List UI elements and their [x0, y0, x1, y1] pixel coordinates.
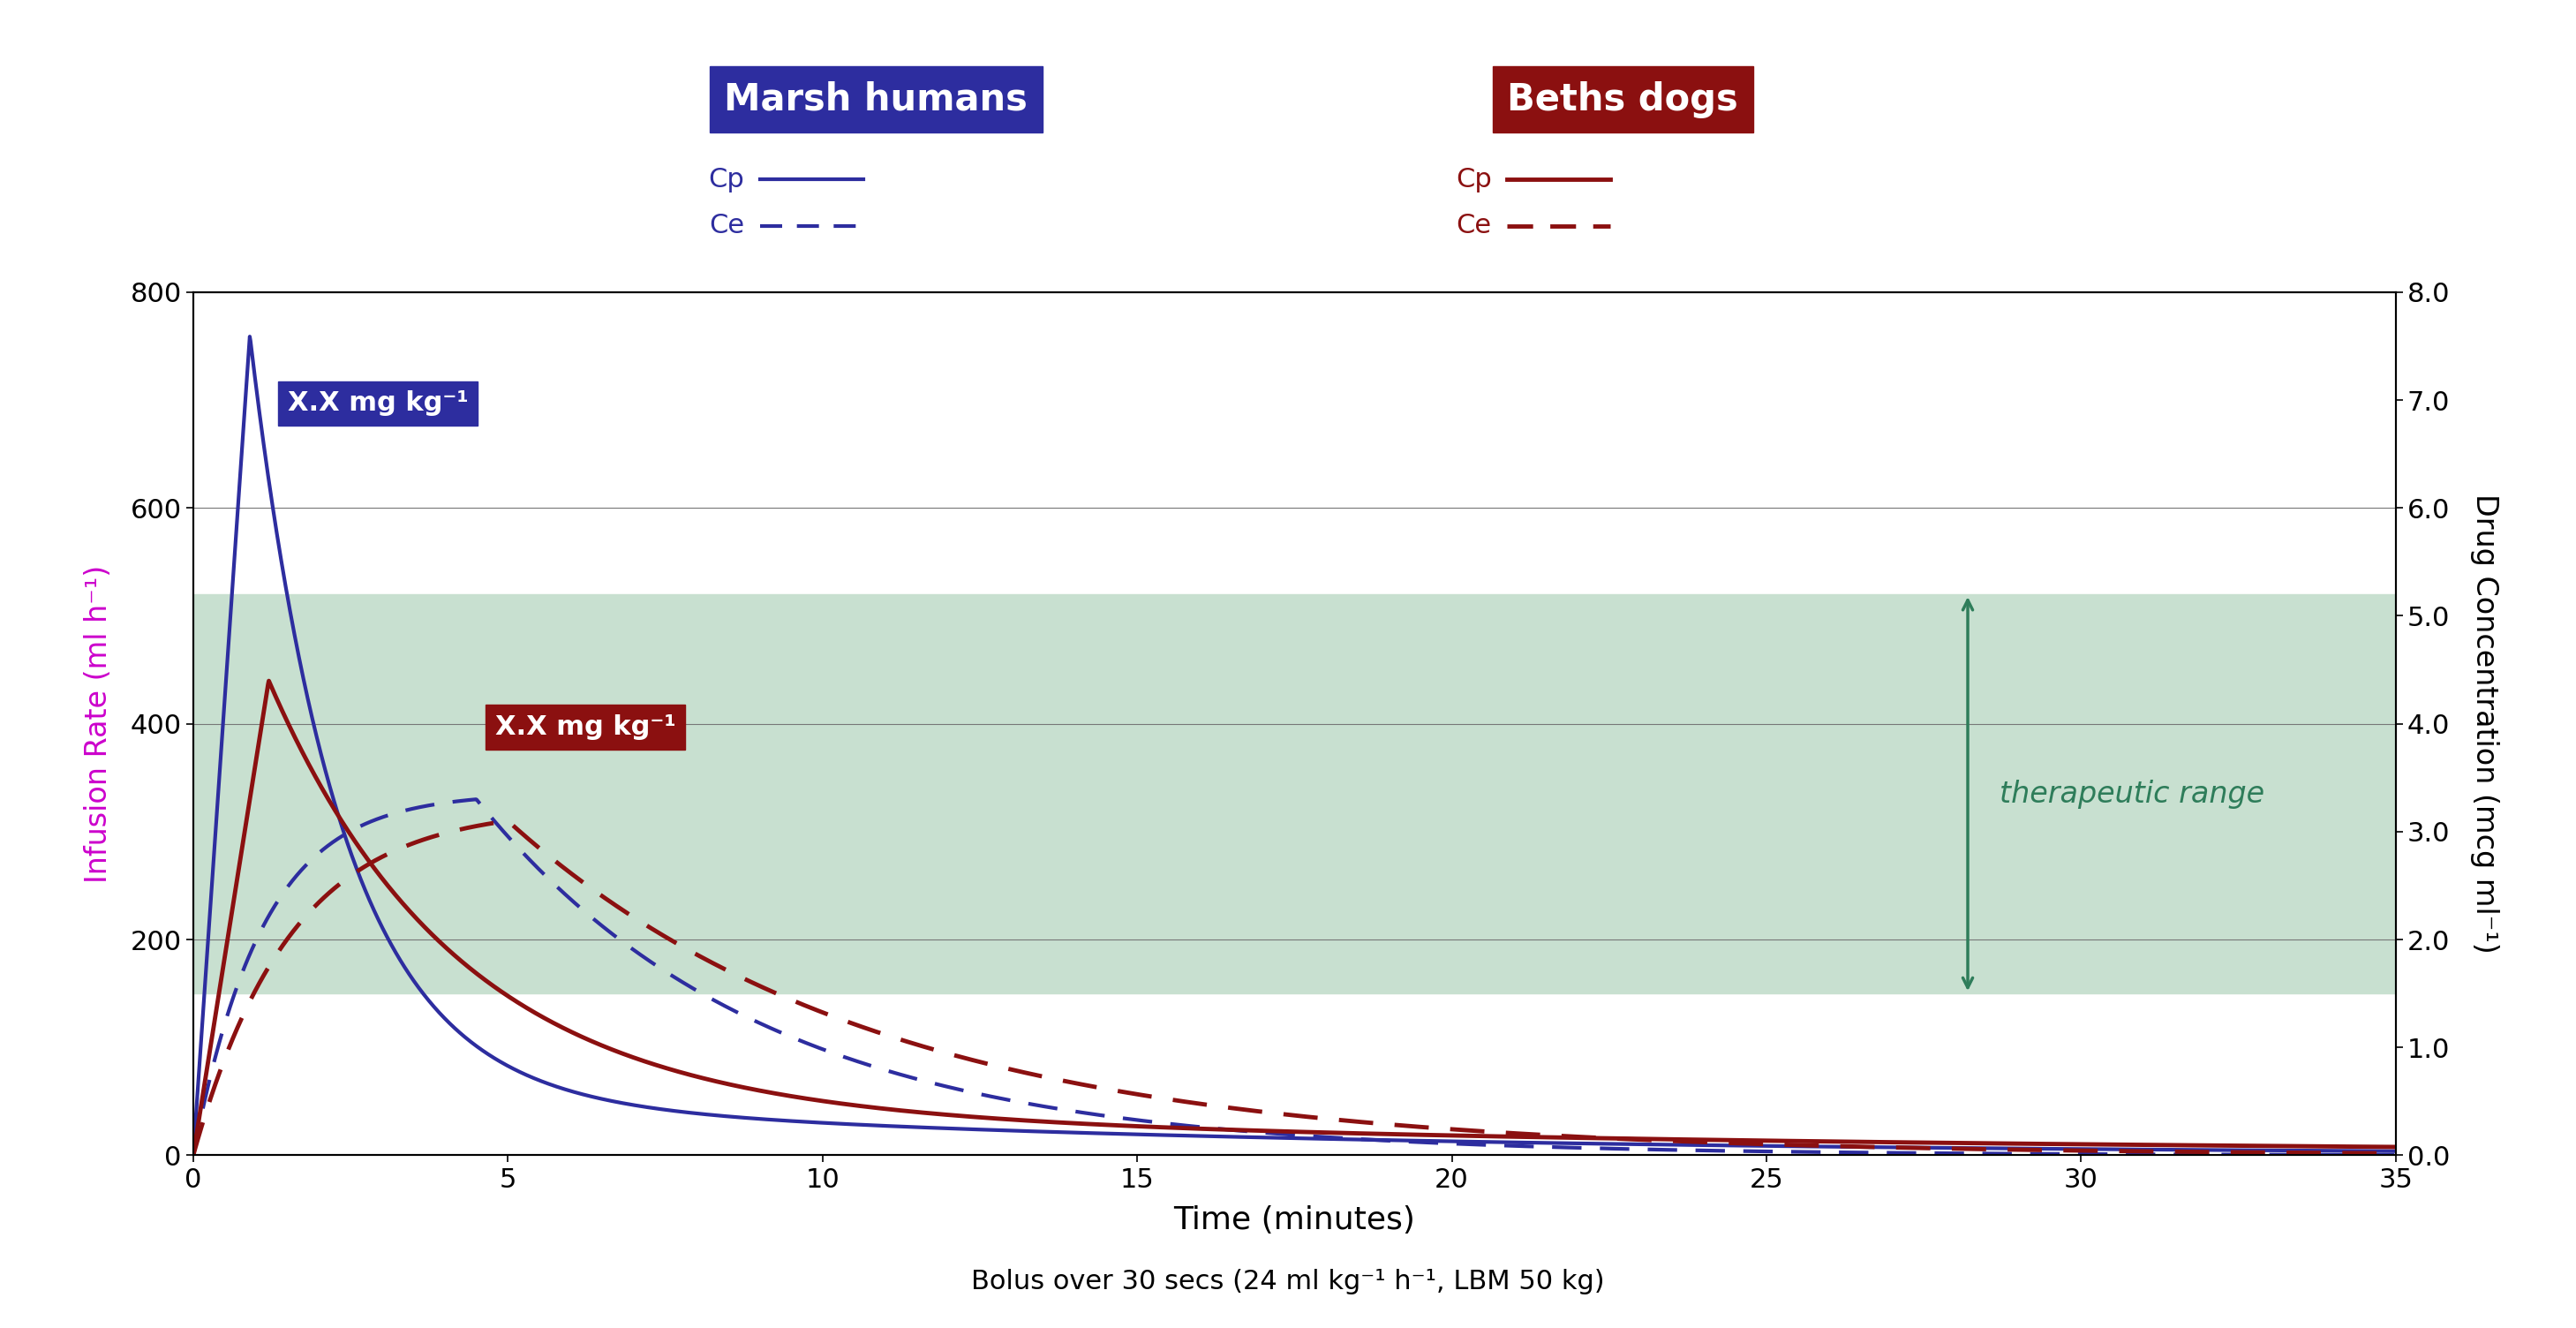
Y-axis label: Infusion Rate (ml h⁻¹): Infusion Rate (ml h⁻¹) [85, 564, 113, 883]
Text: Beths dogs: Beths dogs [1507, 81, 1739, 118]
X-axis label: Time (minutes): Time (minutes) [1175, 1204, 1414, 1235]
Text: Bolus over 30 secs (24 ml kg⁻¹ h⁻¹, LBM 50 kg): Bolus over 30 secs (24 ml kg⁻¹ h⁻¹, LBM … [971, 1270, 1605, 1295]
Text: Marsh humans: Marsh humans [724, 81, 1028, 118]
Y-axis label: Drug Concentration (mcg ml⁻¹): Drug Concentration (mcg ml⁻¹) [2470, 494, 2499, 954]
Bar [193, 594, 2396, 993]
Text: X.X mg kg⁻¹: X.X mg kg⁻¹ [289, 390, 469, 416]
Text: therapeutic range: therapeutic range [1999, 780, 2264, 809]
Text: Ce: Ce [708, 212, 744, 239]
Text: Cp: Cp [1455, 166, 1492, 193]
Text: Cp: Cp [708, 166, 744, 193]
Text: Ce: Ce [1455, 212, 1492, 239]
Text: X.X mg kg⁻¹: X.X mg kg⁻¹ [495, 714, 675, 740]
